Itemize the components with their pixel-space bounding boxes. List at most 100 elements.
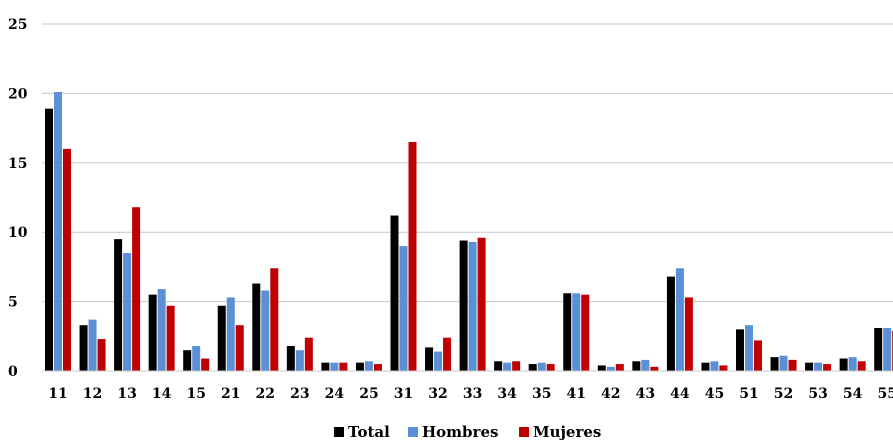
x-tick-label: 54 [843,386,863,402]
y-axis-tick-labels: 0 5 10 15 20 25 [8,17,28,380]
x-axis-tick-labels: 11 12 13 14 15 21 22 23 24 25 31 32 33 34 35 41 42 43 44 45… [48,386,893,402]
x-tick-label: 24 [325,386,345,402]
y-tick-label: 10 [8,225,28,241]
bar-mujeres-15 [201,358,210,371]
bar-total-42 [597,365,606,371]
bar-hombres-11 [54,92,62,372]
x-tick-label: 35 [532,386,551,402]
bar-mujeres-34 [512,361,521,371]
bar-hombres-41 [572,293,581,371]
bar-hombres-45 [710,361,719,371]
bar-mujeres-43 [650,366,659,371]
bar-hombres-13 [123,253,132,371]
bar-hombres-23 [295,350,304,371]
x-tick-label: 15 [186,386,205,402]
bar-mujeres-23 [304,337,313,371]
bar-hombres-15 [192,346,201,371]
x-tick-label: 53 [808,386,827,402]
bar-total-41 [563,293,572,371]
y-tick-label: 25 [8,17,27,33]
bars [45,92,893,372]
bar-hombres-25 [364,361,373,371]
bar-mujeres-41 [581,294,590,371]
bar-mujeres-33 [477,237,486,371]
legend-label-total: Total [348,423,390,441]
bar-total-34 [494,361,503,371]
legend-label-hombres: Hombres [422,423,498,441]
bar-total-32 [425,347,434,371]
x-tick-label: 31 [394,386,413,402]
bar-total-35 [528,364,537,371]
bar-total-11 [45,108,53,371]
bar-hombres-53 [814,362,823,371]
x-tick-label: 12 [83,386,102,402]
legend: Total Hombres Mujeres [334,423,601,441]
bar-mujeres-22 [270,268,279,371]
bar-mujeres-53 [823,364,832,371]
bar-total-33 [459,240,468,371]
bar-hombres-34 [503,362,512,371]
bar-hombres-33 [468,241,477,371]
legend-swatch-mujeres [519,427,529,437]
bar-total-21 [217,305,226,371]
bar-total-23 [286,346,295,371]
x-tick-label: 14 [152,386,172,402]
legend-swatch-total [334,427,344,437]
x-tick-label: 25 [359,386,378,402]
bar-mujeres-52 [788,359,797,371]
legend-label-mujeres: Mujeres [533,423,601,441]
bar-mujeres-32 [443,337,452,371]
bar-mujeres-51 [754,340,762,371]
bar-total-44 [666,276,675,371]
bar-total-53 [805,362,814,371]
bar-mujeres-45 [719,365,728,371]
x-tick-label: 45 [705,386,724,402]
bar-mujeres-14 [166,305,175,371]
bar-hombres-44 [675,268,684,371]
bar-total-43 [632,361,641,371]
bar-hombres-42 [606,366,615,371]
bar-mujeres-12 [97,339,106,371]
bar-hombres-35 [537,362,546,371]
bar-hombres-54 [848,357,857,371]
bar-total-15 [183,350,192,371]
bar-mujeres-42 [615,364,624,371]
bar-hombres-43 [641,359,650,371]
y-tick-label: 5 [8,295,18,311]
bar-total-52 [770,357,779,371]
x-tick-label: 22 [256,386,275,402]
y-tick-label: 15 [8,156,27,172]
bar-total-24 [321,362,330,371]
x-tick-label: 42 [601,386,620,402]
x-tick-label: 23 [290,386,309,402]
bar-mujeres-24 [339,362,348,371]
x-tick-label: 13 [117,386,136,402]
bar-total-55 [874,327,883,371]
x-tick-label: 33 [463,386,482,402]
bar-mujeres-25 [373,364,382,371]
x-tick-label: 44 [670,386,690,402]
x-tick-label: 43 [636,386,655,402]
y-tick-label: 20 [8,86,28,102]
x-tick-label: 11 [48,386,67,402]
x-tick-label: 51 [739,386,758,402]
bar-total-13 [114,239,123,371]
bar-hombres-51 [745,325,753,371]
bar-total-51 [736,329,744,371]
bar-mujeres-11 [63,148,71,371]
bar-hombres-14 [157,289,166,371]
bar-mujeres-31 [408,141,417,371]
bar-hombres-21 [226,297,235,371]
gridlines [42,23,893,303]
bar-total-45 [701,362,710,371]
legend-swatch-hombres [408,427,418,437]
bar-total-54 [839,358,848,371]
x-tick-label: 52 [774,386,793,402]
bar-total-31 [390,215,399,371]
bar-total-22 [252,283,261,371]
y-tick-label: 0 [8,364,18,380]
x-tick-label: 21 [221,386,240,402]
bar-hombres-31 [399,246,408,371]
bar-total-14 [148,294,157,371]
